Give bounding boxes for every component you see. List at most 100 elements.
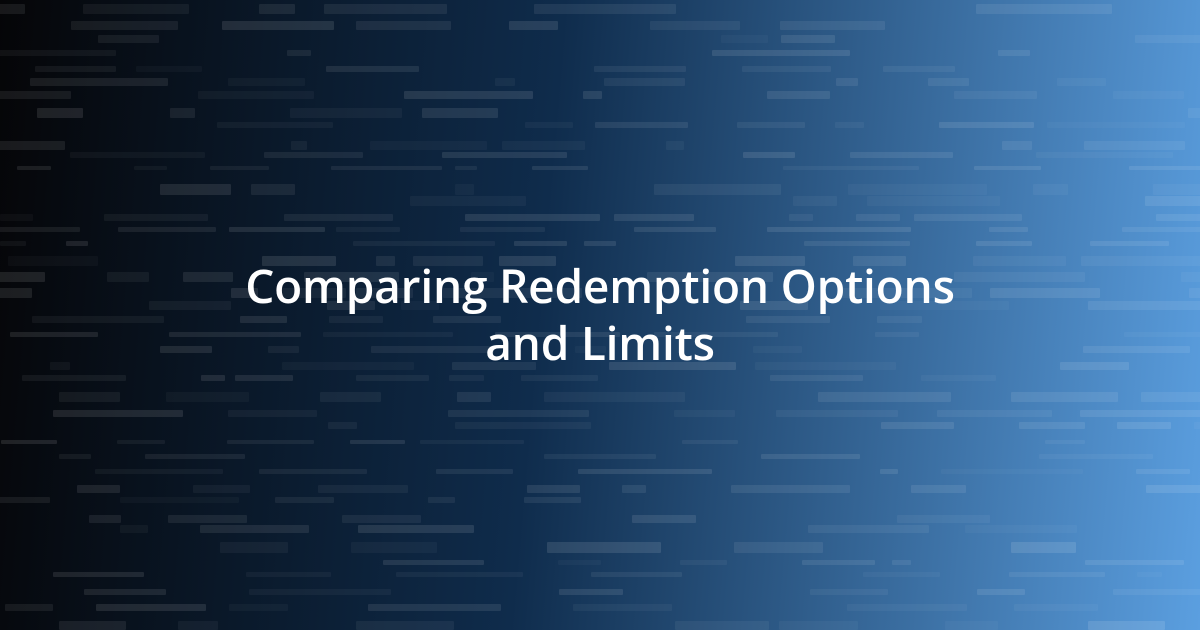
texture-dash [867, 196, 1000, 205]
texture-dash [350, 440, 405, 444]
texture-dash [396, 572, 523, 576]
texture-dash [436, 469, 513, 474]
texture-dash [145, 454, 245, 459]
texture-dash [120, 497, 239, 504]
texture-dash [532, 166, 588, 170]
texture-dash [954, 91, 1037, 99]
texture-dash [50, 362, 70, 370]
texture-dash [104, 214, 209, 221]
texture-dash [495, 78, 515, 86]
texture-dash [1002, 141, 1031, 150]
texture-dash [731, 485, 850, 493]
texture-dash [259, 469, 368, 474]
texture-dash [622, 485, 646, 493]
texture-dash [264, 152, 363, 158]
texture-dash [1084, 141, 1185, 150]
texture-dash [460, 227, 545, 232]
texture-dash [650, 21, 741, 31]
texture-dash [455, 422, 592, 429]
texture-dash [1113, 91, 1184, 99]
texture-dash [136, 66, 202, 73]
texture-dash [897, 515, 990, 522]
texture-dash [976, 241, 1032, 246]
texture-dash [976, 4, 1112, 13]
texture-dash [939, 122, 1034, 128]
texture-dash [449, 375, 484, 381]
texture-dash [1189, 288, 1200, 298]
texture-dash [0, 241, 26, 246]
texture-dash [1014, 604, 1097, 611]
texture-dash [559, 589, 623, 594]
texture-dash [0, 288, 32, 298]
texture-dash [1060, 362, 1129, 370]
texture-dash [779, 621, 859, 630]
texture-dash [0, 141, 65, 150]
texture-dash [1146, 485, 1200, 493]
texture-dash [654, 184, 780, 195]
texture-dash [318, 485, 408, 493]
texture-dash [35, 66, 116, 73]
texture-dash [1088, 301, 1200, 310]
texture-dash [990, 288, 1100, 298]
texture-dash [1124, 332, 1200, 337]
texture-dash [457, 392, 491, 402]
texture-dash [77, 485, 120, 493]
texture-dash [342, 515, 421, 522]
texture-dash [66, 241, 88, 246]
texture-dash [8, 256, 98, 266]
texture-dash [914, 214, 1022, 221]
texture-dash [259, 4, 295, 13]
texture-dash [1036, 152, 1173, 158]
texture-dash [59, 621, 126, 630]
texture-dash [921, 375, 996, 381]
texture-dash [5, 604, 52, 611]
texture-dash [836, 78, 858, 86]
texture-dash [1194, 422, 1200, 429]
texture-dash [1088, 621, 1165, 630]
texture-dash [178, 621, 219, 630]
texture-dash [514, 241, 567, 246]
texture-dash [810, 589, 888, 594]
texture-dash [358, 525, 474, 533]
texture-dash [578, 469, 712, 474]
texture-dash [120, 525, 148, 533]
texture-dash [1085, 560, 1184, 566]
texture-dash [558, 560, 601, 566]
texture-dash [70, 152, 205, 158]
texture-dash [1117, 422, 1171, 429]
texture-dash [251, 184, 294, 195]
texture-dash [937, 410, 1052, 416]
texture-dash [0, 91, 71, 99]
texture-dash [383, 560, 485, 566]
texture-dash [595, 122, 688, 128]
texture-dash [275, 497, 334, 504]
texture-dash [328, 422, 357, 429]
texture-dash [547, 542, 660, 553]
texture-dash [544, 392, 685, 402]
texture-dash [22, 375, 126, 381]
texture-dash [614, 214, 694, 221]
title-line-1: Comparing Redemption Options [245, 255, 955, 317]
texture-dash [793, 196, 837, 205]
texture-dash [525, 122, 573, 128]
texture-dash [117, 440, 166, 444]
texture-dash [37, 108, 83, 118]
texture-dash [227, 440, 314, 444]
texture-dash [776, 410, 898, 416]
texture-dash [1113, 589, 1200, 594]
texture-dash [32, 316, 164, 323]
texture-dash [743, 152, 795, 158]
texture-dash [228, 410, 317, 416]
banner-title: Comparing Redemption Options and Limits [245, 258, 955, 373]
hero-banner: Comparing Redemption Options and Limits [0, 0, 1200, 630]
title-line-2: and Limits [485, 312, 715, 374]
texture-dash [246, 572, 331, 576]
texture-dash [428, 497, 456, 504]
texture-dash [721, 35, 768, 43]
texture-dash [802, 560, 875, 566]
texture-dash [10, 332, 98, 337]
texture-dash [1153, 184, 1200, 195]
texture-dash [998, 50, 1030, 56]
texture-dash [356, 375, 429, 381]
texture-dash [783, 166, 919, 170]
